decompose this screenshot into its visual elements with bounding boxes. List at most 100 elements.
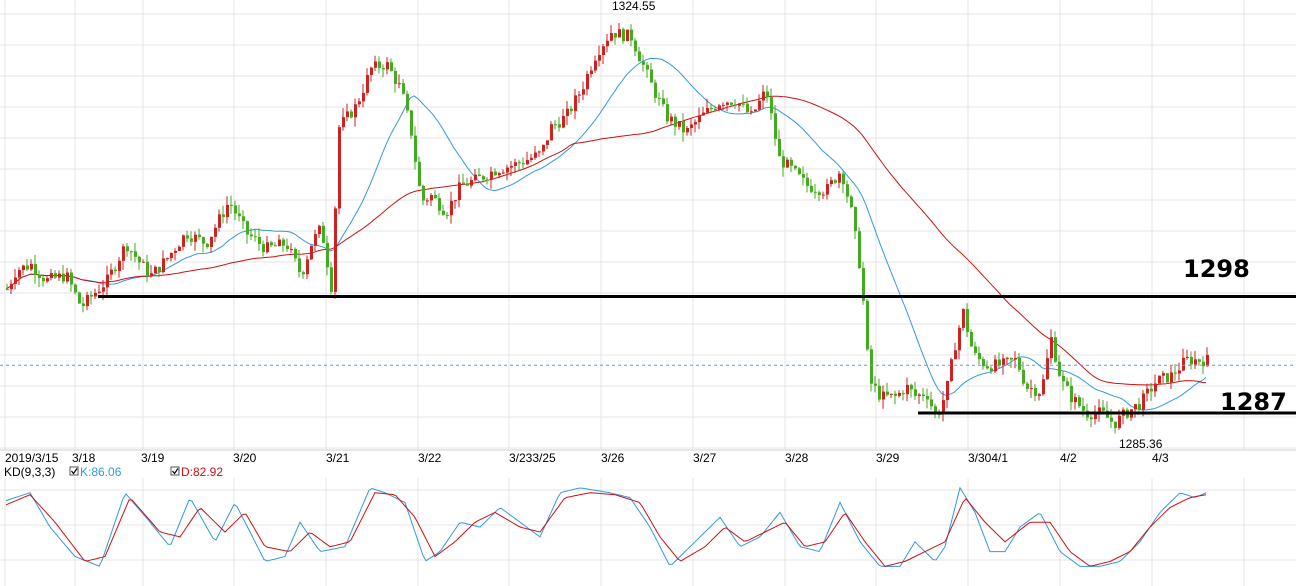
candle-body — [434, 195, 437, 199]
ma-long-line — [5, 95, 1207, 386]
candle-body — [518, 162, 521, 164]
candle-body — [218, 214, 221, 228]
candle-body — [638, 51, 641, 62]
candle-body — [214, 227, 217, 237]
d-check-icon — [172, 468, 179, 475]
candle-body — [250, 234, 253, 237]
candle-body — [430, 195, 433, 201]
candle-body — [582, 89, 585, 95]
candle-body — [502, 172, 505, 174]
candle-body — [34, 263, 37, 275]
candle-body — [354, 104, 357, 118]
candle-body — [558, 124, 561, 128]
support-label: 1287 — [1220, 388, 1287, 416]
candle-body — [82, 303, 85, 307]
candle-body — [426, 200, 429, 202]
candle-body — [758, 100, 761, 110]
candle-body — [6, 289, 9, 291]
candle-body — [982, 359, 985, 367]
candle-body — [150, 273, 153, 276]
candle-body — [1170, 372, 1173, 383]
candle-body — [1178, 370, 1181, 374]
candle-body — [142, 261, 145, 263]
candle-body — [122, 246, 125, 261]
candle-body — [866, 300, 869, 350]
candle-body — [1110, 417, 1113, 422]
candle-body — [826, 184, 829, 195]
candle-body — [710, 108, 713, 110]
candle-body — [642, 61, 645, 65]
candle-body — [90, 294, 93, 297]
candle-body — [1070, 385, 1073, 403]
candle-body — [778, 138, 781, 157]
candle-body — [170, 252, 173, 259]
candle-body — [1066, 381, 1069, 386]
candle-body — [970, 331, 973, 347]
candle-body — [654, 82, 657, 98]
candle-body — [370, 67, 373, 76]
candle-body — [202, 237, 205, 244]
candle-body — [442, 210, 445, 215]
candle-body — [578, 94, 581, 96]
candle-body — [210, 236, 213, 247]
candle-body — [1134, 404, 1137, 410]
candle-body — [390, 62, 393, 71]
candle-body — [450, 200, 453, 216]
candle-body — [130, 251, 133, 253]
candle-body — [146, 261, 149, 276]
candle-body — [358, 101, 361, 105]
candle-body — [606, 40, 609, 47]
k-check-icon — [71, 468, 78, 475]
candle-body — [966, 309, 969, 332]
candle-body — [366, 75, 369, 93]
x-tick-label: 3/29 — [876, 451, 900, 465]
candle-body — [726, 102, 729, 105]
candle-body — [62, 273, 65, 282]
candle-body — [670, 116, 673, 122]
k-line — [5, 486, 1207, 567]
candle-body — [774, 113, 777, 139]
k-checkbox[interactable] — [69, 466, 79, 476]
candle-body — [50, 273, 53, 279]
d-checkbox[interactable] — [170, 466, 180, 476]
candle-body — [770, 97, 773, 114]
candle-body — [990, 368, 993, 372]
candle-body — [1026, 383, 1029, 389]
candle-body — [1138, 404, 1141, 410]
candle-body — [1118, 415, 1121, 429]
candle-body — [478, 174, 481, 177]
candle-body — [1062, 375, 1065, 382]
candle-body — [154, 266, 157, 274]
candle-body — [1038, 394, 1041, 396]
candle-body — [134, 251, 137, 257]
candle-body — [322, 225, 325, 243]
candle-body — [326, 242, 329, 268]
candle-body — [754, 109, 757, 112]
x-tick-label: 3/304/1 — [968, 451, 1008, 465]
candle-body — [238, 213, 241, 217]
candle-body — [1082, 406, 1085, 411]
candle-body — [794, 165, 797, 169]
candle-body — [1054, 337, 1057, 362]
candle-body — [874, 383, 877, 386]
candle-body — [298, 258, 301, 273]
candle-body — [494, 171, 497, 176]
candle-body — [862, 268, 865, 301]
candle-body — [526, 159, 529, 165]
candle-body — [394, 70, 397, 84]
candle-body — [318, 225, 321, 235]
candle-body — [1078, 397, 1081, 407]
candle-body — [1018, 358, 1021, 370]
candle-body — [814, 191, 817, 193]
candle-body — [762, 91, 765, 101]
candle-body — [918, 394, 921, 396]
candle-body — [446, 214, 449, 216]
candle-body — [470, 180, 473, 186]
candle-body — [994, 359, 997, 372]
indicator-title: KD(9,3,3) — [4, 465, 55, 479]
candle-body — [854, 207, 857, 232]
candle-body — [962, 309, 965, 328]
candle-body — [58, 273, 61, 278]
candle-body — [206, 243, 209, 247]
